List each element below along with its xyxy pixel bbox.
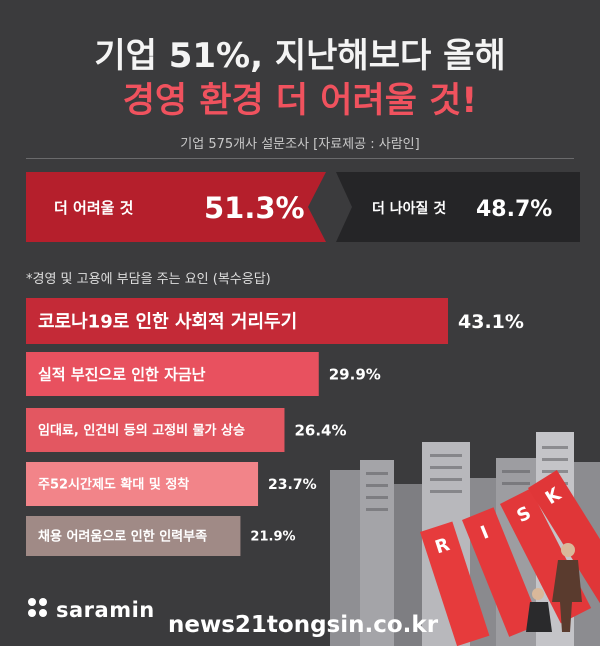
split-panel-better: 더 나아질 것 48.7% xyxy=(336,172,580,242)
domino-k xyxy=(528,469,600,607)
split-value-better: 48.7% xyxy=(476,197,552,222)
split-label-worse: 더 어려울 것 xyxy=(54,199,134,217)
page-title-line1: 기업 51%, 지난해보다 올해 xyxy=(94,36,506,76)
divider xyxy=(26,158,574,159)
factor-bar xyxy=(26,408,285,452)
page-title-line2: 경영 환경 더 어려울 것! xyxy=(122,81,478,121)
page-subtitle: 기업 575개사 설문조사 [자료제공 : 사람인] xyxy=(180,137,420,152)
factor-bar-label: 실적 부진으로 인한 자금난 xyxy=(38,365,206,383)
factor-value-label: 43.1% xyxy=(458,311,524,333)
domino-letter-r: R xyxy=(433,534,453,558)
split-bar-better xyxy=(336,172,580,242)
domino-i xyxy=(462,507,541,637)
factor-bar xyxy=(26,298,448,344)
split-bar-worse xyxy=(26,172,326,242)
factor-value-label: 21.9% xyxy=(250,530,295,545)
split-label-better: 더 나아질 것 xyxy=(372,200,446,217)
split-panel-worse: 더 어려울 것 51.3% xyxy=(26,172,326,242)
factors-bar-chart: 코로나19로 인한 사회적 거리두기 43.1% 실적 부진으로 인한 자금난 29.… xyxy=(26,298,524,556)
risk-illustration: R I S K xyxy=(330,432,600,646)
factor-bar xyxy=(26,462,259,506)
factor-bar xyxy=(26,352,319,396)
factors-chart-title: *경영 및 고용에 부담을 주는 요인 (복수응답) xyxy=(26,272,271,287)
domino-r xyxy=(420,521,490,646)
factor-value-label: 26.4% xyxy=(294,421,346,439)
saramin-logo-icon xyxy=(28,598,47,617)
factor-bar xyxy=(26,516,241,556)
saramin-logo-text: saramin xyxy=(56,598,155,622)
source-url: news21tongsin.co.kr xyxy=(168,612,439,638)
factor-bar-label: 주52시간제도 확대 및 정착 xyxy=(38,477,189,493)
factor-bar-label: 임대료, 인건비 등의 고정비 물가 상승 xyxy=(38,423,245,439)
factor-bar-label: 채용 어려움으로 인한 인력부족 xyxy=(38,529,207,545)
factor-value-label: 23.7% xyxy=(268,477,317,493)
split-value-worse: 51.3% xyxy=(204,191,305,225)
businessman-figures xyxy=(526,543,582,632)
factor-value-label: 29.9% xyxy=(329,365,381,383)
factor-bar-label: 코로나19로 인한 사회적 거리두기 xyxy=(38,311,297,332)
